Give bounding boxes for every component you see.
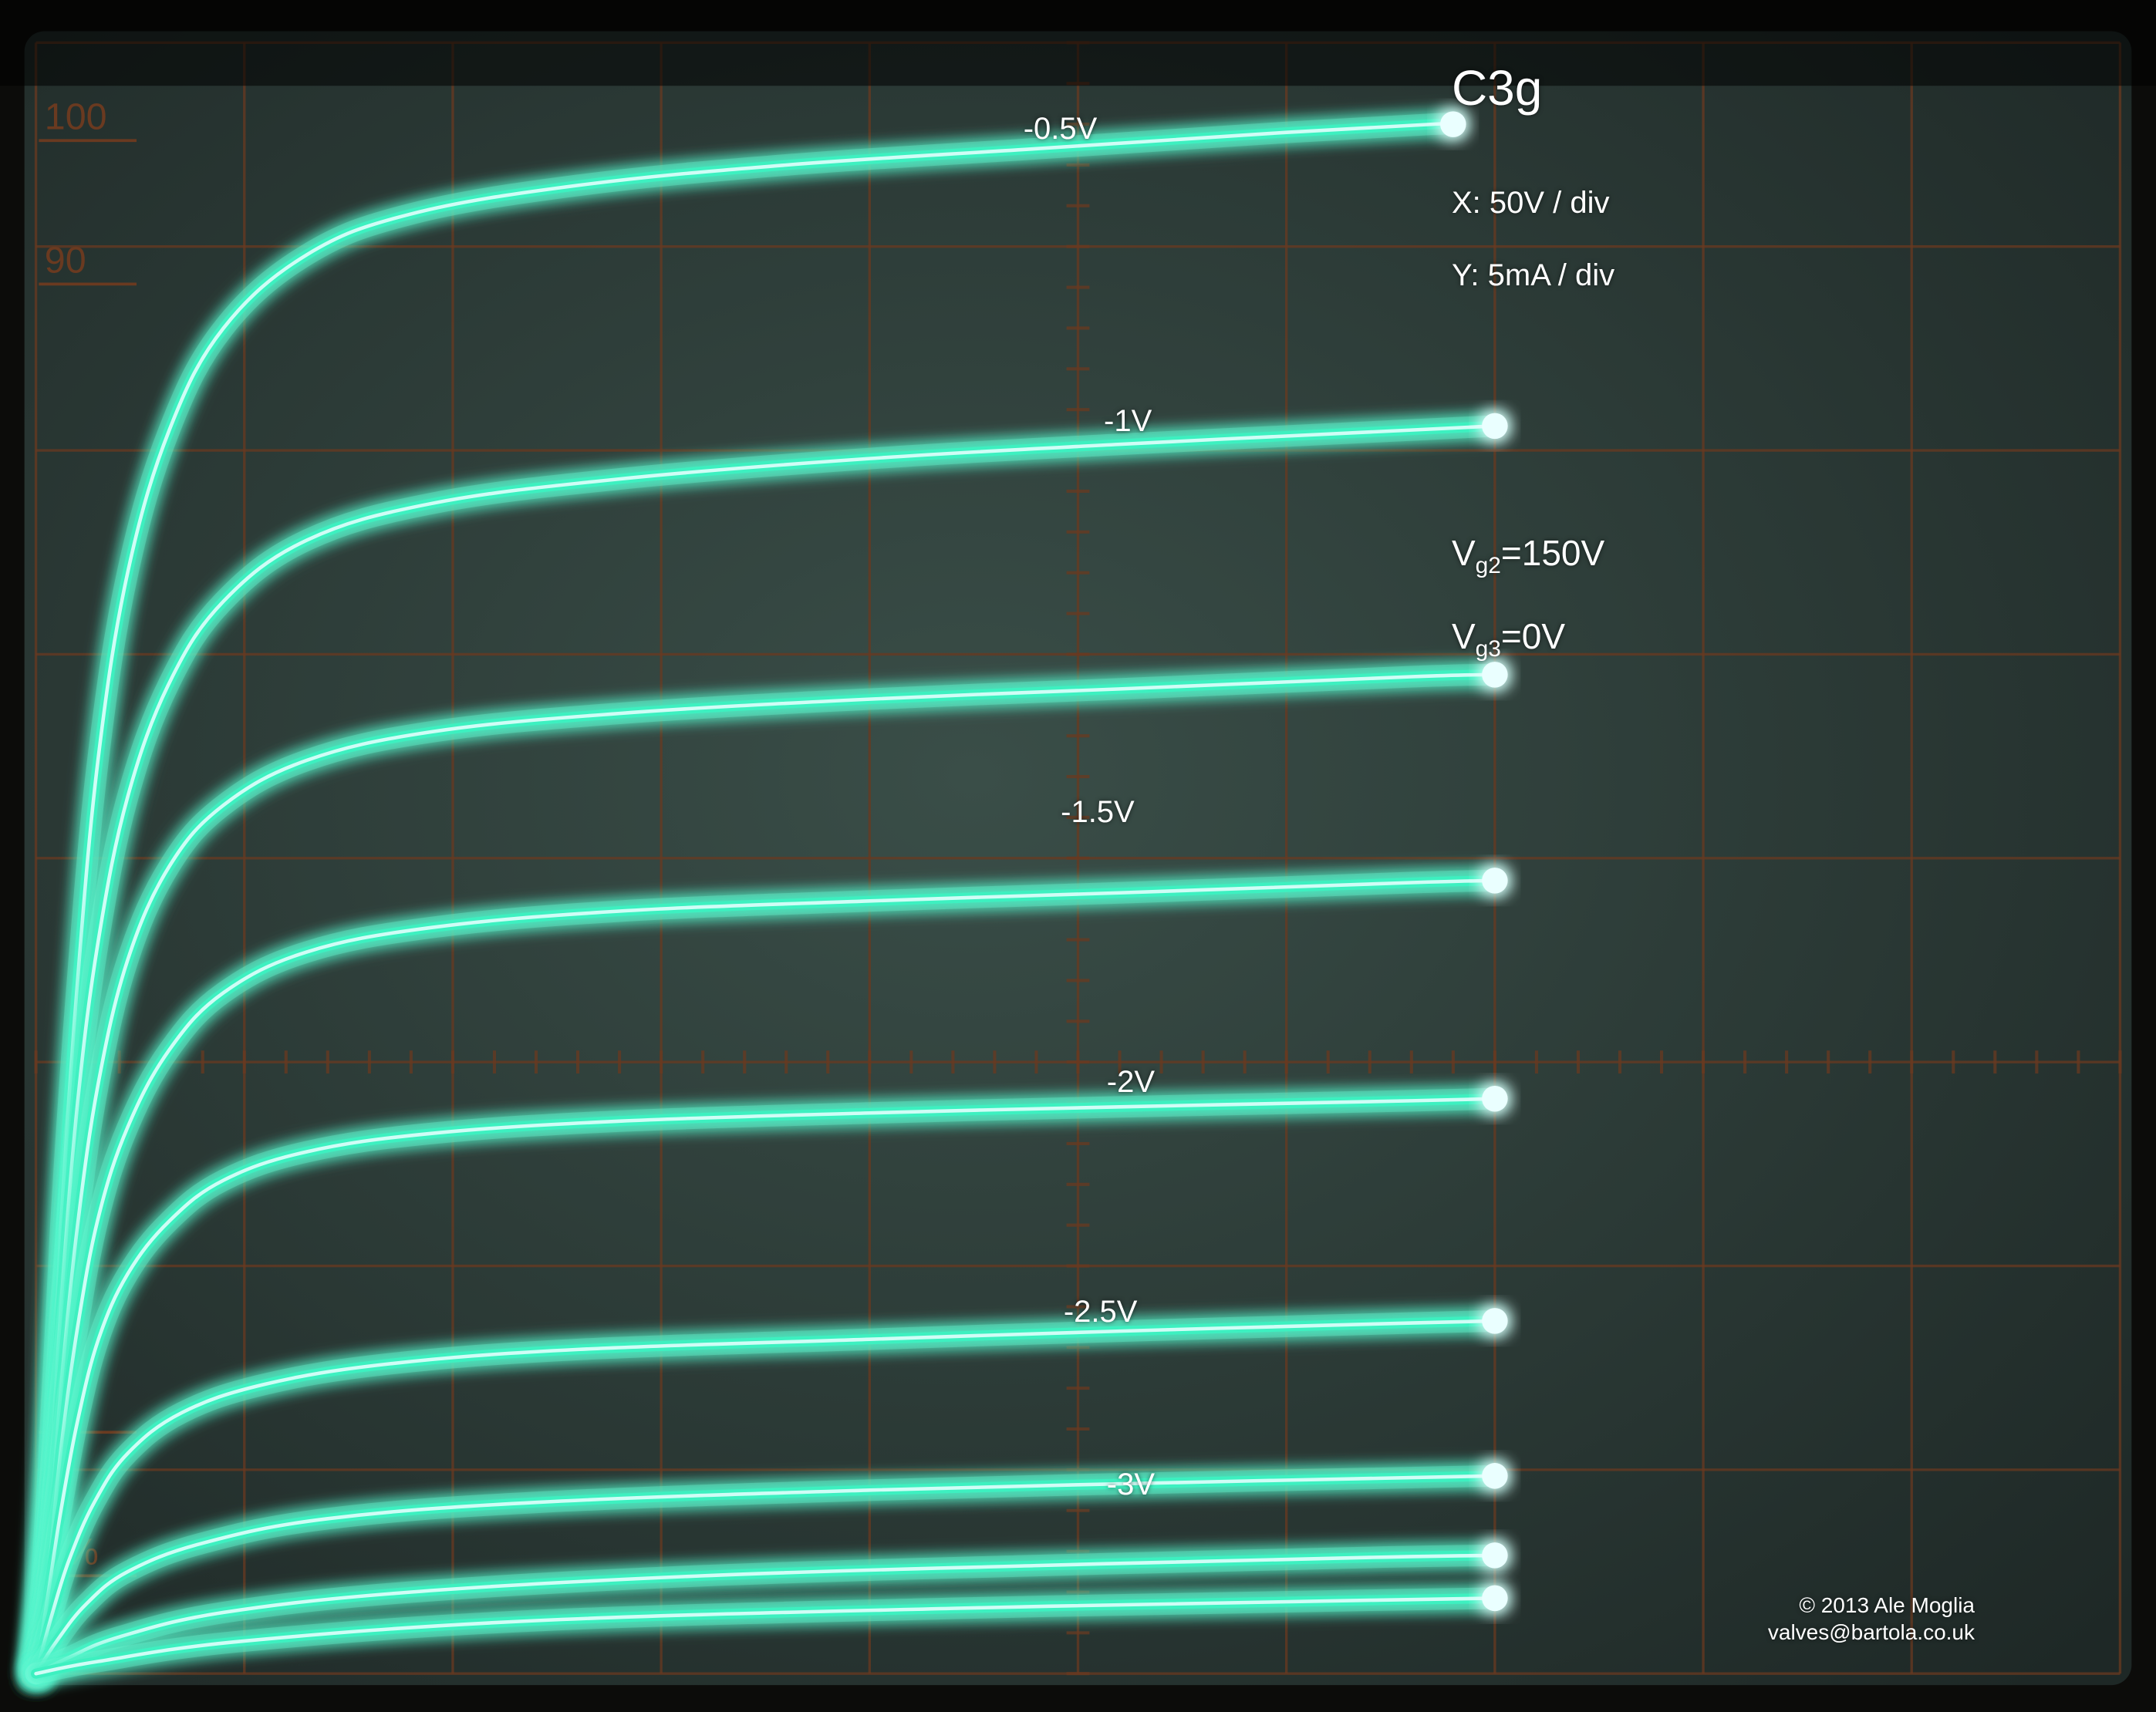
curve-endpoint: [1482, 413, 1508, 440]
curve-endpoint: [1482, 1542, 1508, 1569]
curve-label: -2.5V: [1064, 1292, 1138, 1331]
copyright: © 2013 Ale Moglia valves@bartola.co.uk: [1768, 1592, 1975, 1646]
curve-endpoint: [1482, 662, 1508, 688]
curve-label: -2V: [1107, 1063, 1155, 1101]
vg2-label: Vg2=150V: [1452, 531, 1604, 581]
x-scale-label: X: 50V / div: [1452, 184, 1610, 222]
y-percent-marker: 100: [45, 96, 107, 137]
vg3-label: Vg3=0V: [1452, 615, 1565, 664]
curve-endpoint: [1482, 1086, 1508, 1112]
curve-endpoint: [1482, 1586, 1508, 1612]
curve-endpoint: [1482, 1463, 1508, 1489]
copyright-line2: valves@bartola.co.uk: [1768, 1620, 1975, 1644]
top-shadow: [0, 0, 2156, 86]
y-percent-marker: 90: [45, 239, 86, 281]
curve-endpoint: [1482, 868, 1508, 894]
curve-label: -0.5V: [1024, 110, 1098, 148]
oscilloscope-container: 10090100% C3g X: 50V / div Y: 5mA / div …: [0, 0, 2156, 1712]
curve-label: -3V: [1107, 1465, 1155, 1504]
oscilloscope-svg: 10090100%: [0, 0, 2156, 1712]
y-scale-label: Y: 5mA / div: [1452, 256, 1614, 295]
tube-title: C3g: [1452, 57, 1542, 119]
curve-label: -1.5V: [1061, 793, 1135, 831]
curve-label: -1V: [1104, 402, 1152, 440]
copyright-line1: © 2013 Ale Moglia: [1799, 1593, 1975, 1617]
curve-endpoint: [1482, 1308, 1508, 1334]
